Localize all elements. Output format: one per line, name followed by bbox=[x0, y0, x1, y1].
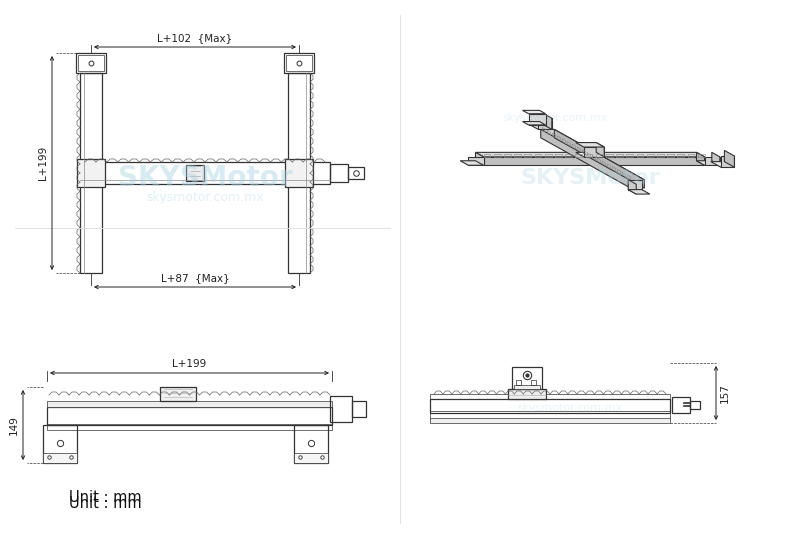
Bar bbox=[294, 453, 328, 463]
Polygon shape bbox=[596, 143, 604, 157]
Text: L+199: L+199 bbox=[38, 146, 48, 180]
Bar bbox=[43, 425, 77, 463]
Bar bbox=[47, 407, 332, 425]
Bar bbox=[284, 53, 314, 73]
Polygon shape bbox=[544, 114, 552, 130]
Bar bbox=[531, 380, 536, 385]
Polygon shape bbox=[554, 130, 644, 188]
Text: Unit : mm: Unit : mm bbox=[69, 491, 142, 506]
Bar bbox=[672, 397, 690, 413]
Bar bbox=[77, 159, 105, 187]
Bar bbox=[80, 162, 330, 184]
Polygon shape bbox=[541, 130, 630, 188]
Bar bbox=[430, 418, 670, 423]
Polygon shape bbox=[483, 157, 705, 165]
Text: L+199: L+199 bbox=[172, 359, 206, 369]
Polygon shape bbox=[584, 147, 604, 157]
Bar bbox=[330, 164, 348, 182]
Bar bbox=[78, 55, 104, 71]
Bar bbox=[294, 425, 328, 463]
Polygon shape bbox=[628, 180, 642, 189]
Bar bbox=[43, 453, 77, 463]
Bar bbox=[348, 167, 364, 179]
Bar bbox=[286, 55, 312, 71]
Text: Unit : mm: Unit : mm bbox=[69, 495, 142, 511]
Polygon shape bbox=[697, 152, 705, 165]
Text: L+87  {Max}: L+87 {Max} bbox=[161, 273, 230, 283]
Bar bbox=[430, 399, 670, 413]
Bar bbox=[352, 401, 366, 417]
Bar bbox=[186, 165, 204, 181]
Text: skysmotor.com.mx: skysmotor.com.mx bbox=[518, 403, 622, 413]
Polygon shape bbox=[538, 118, 552, 130]
Text: L+102  {Max}: L+102 {Max} bbox=[158, 33, 233, 43]
Polygon shape bbox=[712, 152, 720, 165]
Bar bbox=[285, 159, 313, 187]
Text: skysmotor.com.mx: skysmotor.com.mx bbox=[146, 192, 264, 204]
Bar bbox=[508, 389, 546, 399]
Polygon shape bbox=[628, 180, 636, 194]
Polygon shape bbox=[460, 161, 483, 165]
Text: SKYSMotor: SKYSMotor bbox=[118, 164, 292, 192]
Polygon shape bbox=[522, 110, 546, 114]
Polygon shape bbox=[576, 152, 604, 157]
Polygon shape bbox=[522, 122, 546, 125]
Polygon shape bbox=[541, 130, 644, 180]
Bar bbox=[80, 73, 102, 273]
Bar bbox=[430, 411, 670, 419]
Text: 157: 157 bbox=[720, 383, 730, 403]
Polygon shape bbox=[710, 161, 734, 167]
Bar bbox=[76, 53, 106, 73]
Polygon shape bbox=[725, 151, 734, 167]
Text: 149: 149 bbox=[9, 415, 19, 435]
Bar bbox=[47, 424, 332, 430]
Bar bbox=[514, 385, 540, 389]
Polygon shape bbox=[530, 125, 552, 130]
Bar bbox=[690, 401, 700, 409]
Polygon shape bbox=[576, 143, 604, 147]
Bar bbox=[512, 367, 542, 389]
Polygon shape bbox=[475, 152, 483, 165]
Polygon shape bbox=[721, 156, 734, 167]
Bar bbox=[288, 73, 310, 273]
Bar bbox=[47, 401, 332, 407]
Polygon shape bbox=[697, 161, 720, 165]
Polygon shape bbox=[529, 114, 546, 125]
Text: SKYSMotor: SKYSMotor bbox=[520, 168, 660, 188]
Polygon shape bbox=[475, 152, 705, 157]
Bar bbox=[160, 387, 196, 401]
Bar bbox=[516, 380, 521, 385]
Polygon shape bbox=[705, 157, 720, 165]
Text: skysmotor.com.mx: skysmotor.com.mx bbox=[502, 113, 607, 123]
Polygon shape bbox=[468, 157, 483, 165]
Polygon shape bbox=[628, 189, 650, 194]
Bar bbox=[430, 394, 670, 399]
Bar bbox=[330, 396, 352, 422]
